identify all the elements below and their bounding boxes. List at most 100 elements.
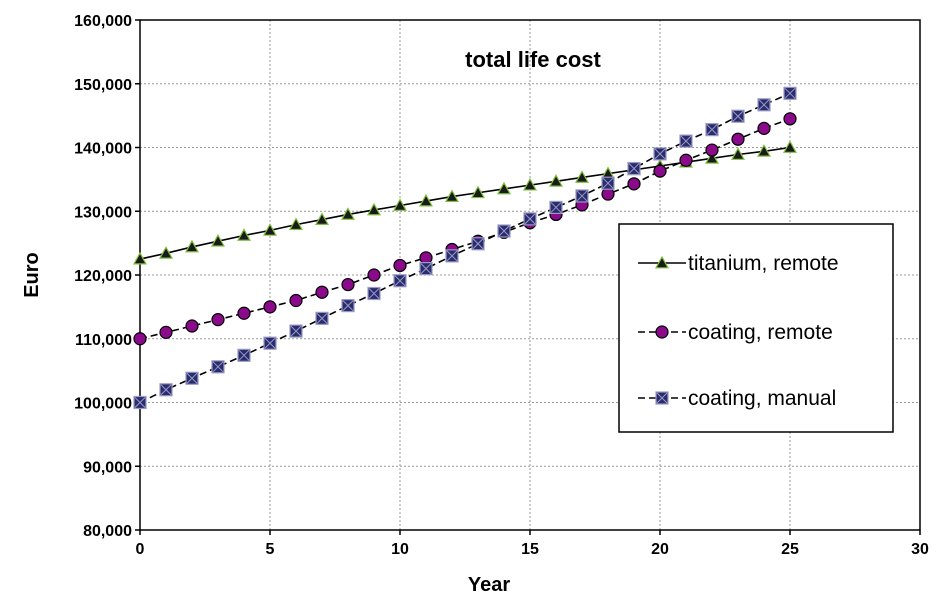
data-point [211,313,225,327]
data-point [393,258,407,273]
data-point [263,336,277,350]
series-group [132,86,798,410]
data-point [496,181,512,195]
data-point [549,200,563,215]
data-point [262,223,278,236]
x-tick-label: 30 [911,541,929,558]
x-tick-label: 20 [651,541,669,558]
x-tick-label: 0 [136,541,145,558]
data-point [757,121,771,135]
y-tick-label: 150,000 [74,77,132,94]
y-tick-label: 100,000 [74,396,132,413]
data-point [210,233,226,247]
data-point [366,202,382,216]
data-point [497,224,511,238]
data-point [133,332,147,346]
data-point [444,189,460,202]
y-tick-label: 120,000 [74,268,132,285]
data-point [289,324,303,338]
y-tick-labels: 80,000 90,000 100,000 110,000 120,000 130,000… [74,13,132,540]
data-point [340,207,356,220]
data-point [470,185,486,199]
data-point [782,140,798,153]
x-tick-label: 10 [391,541,409,558]
grid [135,19,921,535]
legend-label: titanium, remote [688,252,839,275]
data-point [757,98,771,112]
legend-item: coating, manual [638,387,836,410]
data-point [314,212,330,225]
data-point [653,164,667,178]
y-axis-title: Euro [21,252,43,298]
data-point [367,268,381,282]
legend-items: titanium, remote coating, remote coating, … [638,252,839,410]
data-point [392,198,408,211]
data-point [341,277,355,292]
data-point [471,237,485,251]
data-point [132,251,148,265]
data-point [705,143,719,157]
legend-marker [655,391,669,405]
data-point [783,86,797,100]
y-tick-label: 140,000 [74,141,132,158]
data-point [627,177,641,191]
data-point [627,161,641,176]
data-point [523,212,537,226]
plot-border [139,19,921,531]
x-tick-labels: 0 5 10 15 20 25 30 [136,541,929,558]
data-point [341,299,355,313]
legend-item: coating, remote [638,321,833,344]
data-point [445,249,459,263]
data-point [601,187,615,201]
data-point [236,228,252,241]
data-point [184,239,200,253]
data-point [367,286,381,301]
data-point [159,383,173,397]
data-point [418,193,434,207]
legend-marker [654,255,670,269]
data-point [756,144,772,157]
data-point [731,132,745,146]
legend-label: coating, manual [688,387,836,410]
y-tick-label: 90,000 [83,459,132,476]
data-point [419,251,433,265]
data-point [211,360,225,374]
legend-item: titanium, remote [638,252,839,275]
data-point [315,311,329,325]
data-point [237,306,251,320]
data-point [522,177,538,191]
data-point [289,293,303,308]
x-tick-label: 15 [521,541,539,558]
data-point [315,285,329,299]
data-point [393,274,407,288]
data-point [548,174,564,187]
data-point [185,319,199,333]
legend: titanium, remote coating, remote coating, … [618,223,894,433]
data-point [419,262,433,276]
data-point [574,170,590,183]
data-point [679,153,693,167]
data-point [730,147,746,160]
x-tick-label: 25 [781,541,799,558]
data-point [288,217,304,231]
y-tick-label: 130,000 [74,204,132,221]
y-tick-label: 110,000 [75,332,132,349]
data-point [263,300,277,314]
data-point [237,348,251,362]
legend-label: coating, remote [688,321,833,344]
data-point [705,123,719,137]
data-point [704,151,720,164]
data-point [679,134,693,148]
data-point [185,371,199,385]
data-point [601,176,615,190]
legend-marker [655,325,669,339]
data-point [159,325,173,339]
data-point [731,109,745,123]
x-tick-label: 5 [266,541,275,558]
data-point [575,189,589,203]
data-point [653,147,667,161]
y-tick-label: 160,000 [74,13,132,30]
chart-title: total life cost [465,47,601,72]
data-point [783,112,797,126]
